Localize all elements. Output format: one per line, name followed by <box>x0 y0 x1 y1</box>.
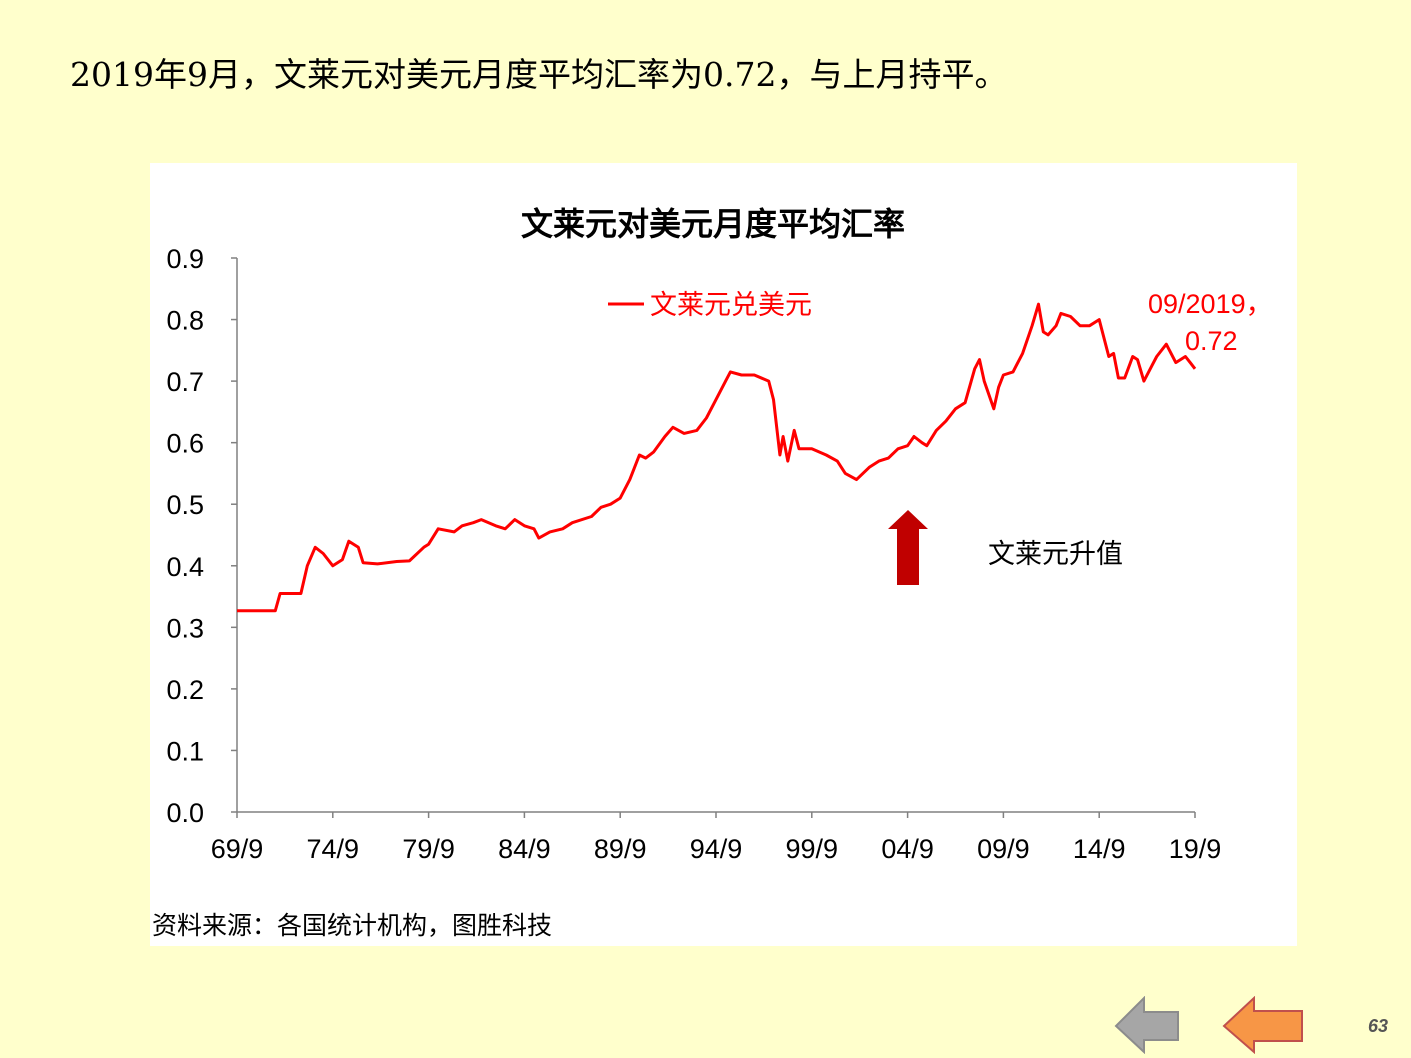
y-tick-label: 0.9 <box>166 244 204 274</box>
x-tick-label: 79/9 <box>402 834 455 864</box>
x-tick-label: 19/9 <box>1169 834 1222 864</box>
y-axis-ticks: 0.0 0.1 0.2 0.3 0.4 0.5 0.6 0.7 0.8 0.9 <box>166 244 237 828</box>
appreciation-label: 文莱元升值 <box>988 539 1123 570</box>
annotation-value: 0.72 <box>1185 326 1238 356</box>
x-tick-label: 84/9 <box>498 834 551 864</box>
legend: 文莱元兑美元 <box>608 290 812 321</box>
annotation-date: 09/2019， <box>1148 289 1273 319</box>
headline: 2019年9月，文莱元对美元月度平均汇率为0.72，与上月持平。 <box>70 55 1008 94</box>
y-tick-label: 0.2 <box>166 675 204 705</box>
chart-axes <box>236 258 1195 813</box>
x-tick-label: 04/9 <box>881 834 934 864</box>
x-tick-label: 74/9 <box>307 834 360 864</box>
up-arrow-icon <box>888 510 928 585</box>
arrow-left-orange-icon <box>1222 996 1303 1054</box>
series-line-bnd-usd <box>237 302 1197 613</box>
y-tick-label: 0.1 <box>166 736 204 766</box>
x-axis-ticks: 69/9 74/9 79/9 84/9 89/9 94/9 99/9 04/9 09/9 14/9… <box>211 812 1222 864</box>
legend-label: 文莱元兑美元 <box>650 290 812 321</box>
x-tick-label: 89/9 <box>594 834 647 864</box>
y-tick-label: 0.3 <box>166 613 204 643</box>
x-tick-label: 94/9 <box>690 834 743 864</box>
x-tick-label: 09/9 <box>977 834 1030 864</box>
y-tick-label: 0.7 <box>166 367 204 397</box>
y-tick-label: 0.8 <box>166 306 204 336</box>
exchange-rate-chart: 文莱元对美元月度平均汇率 0.0 0.1 0.2 0.3 0.4 0.5 0.6 0.7 0.8… <box>166 205 1273 864</box>
appreciation-annotation: 文莱元升值 <box>888 510 1123 585</box>
x-tick-label: 99/9 <box>786 834 839 864</box>
chart-panel: 文莱元对美元月度平均汇率 0.0 0.1 0.2 0.3 0.4 0.5 0.6 0.7 0.8… <box>150 163 1297 946</box>
y-tick-label: 0.0 <box>166 798 204 828</box>
arrow-left-gray-icon <box>1114 996 1179 1054</box>
x-tick-label: 14/9 <box>1073 834 1126 864</box>
last-value-annotation: 09/2019， 0.72 <box>1148 289 1273 356</box>
page-number: 63 <box>1368 1016 1389 1036</box>
y-tick-label: 0.5 <box>166 490 204 520</box>
chart-title: 文莱元对美元月度平均汇率 <box>521 205 905 243</box>
back-button[interactable] <box>1114 996 1182 1054</box>
source-note: 资料来源：各国统计机构，图胜科技 <box>152 911 553 940</box>
y-tick-label: 0.6 <box>166 429 204 459</box>
x-tick-label: 69/9 <box>211 834 264 864</box>
y-tick-label: 0.4 <box>166 552 204 582</box>
previous-button[interactable] <box>1222 996 1306 1054</box>
